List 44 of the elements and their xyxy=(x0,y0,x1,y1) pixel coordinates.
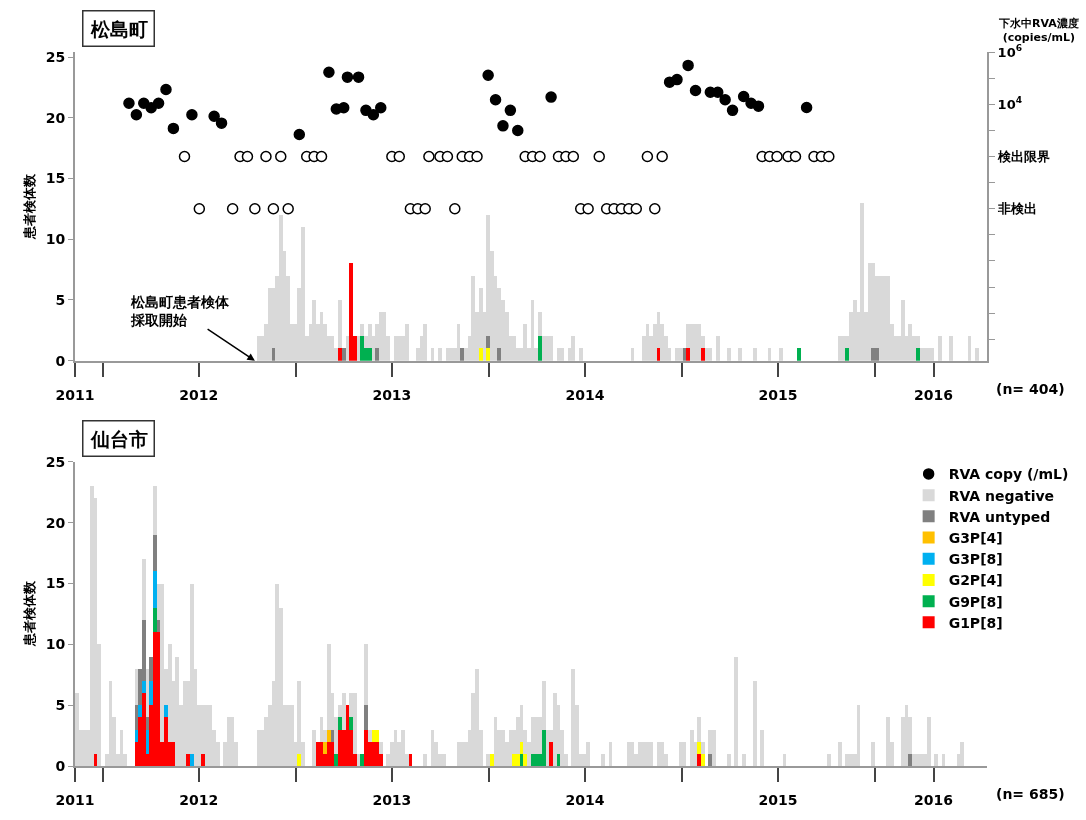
legend-label: RVA untyped xyxy=(948,508,1051,525)
x-tick-label: 2011 xyxy=(55,791,95,808)
y2-tick-label: 10$^{6}$ xyxy=(997,43,1023,60)
x-tick-label: 2014 xyxy=(565,791,605,808)
x-tick-label: 2011 xyxy=(55,386,95,403)
y-tick-label: 15 xyxy=(45,170,66,187)
legend-label: G3P[4] xyxy=(948,529,1003,546)
y-tick-label: 5 xyxy=(55,697,66,714)
x-tick-label: 2013 xyxy=(372,791,412,808)
y-tick-label: 20 xyxy=(45,514,66,531)
legend-label: G3P[8] xyxy=(948,551,1003,568)
x-tick-label: 2013 xyxy=(372,386,412,403)
chart-title: 仙台市 xyxy=(89,427,148,450)
x-tick-label: 2012 xyxy=(179,386,219,403)
x-tick-label: 2012 xyxy=(179,791,219,808)
legend-label: RVA copy (/mL) xyxy=(948,466,1069,483)
legend-label: RVA negative xyxy=(948,487,1055,504)
y-tick-label: 0 xyxy=(55,757,66,774)
y2-tick-label: 非検出 xyxy=(996,201,1037,217)
y-tick-label: 20 xyxy=(45,109,66,126)
y-tick-label: 10 xyxy=(45,636,66,653)
y-tick-label: 0 xyxy=(55,352,66,369)
x-tick-label: 2016 xyxy=(914,386,954,403)
y-tick-label: 25 xyxy=(45,48,66,65)
x-tick-label: 2014 xyxy=(565,386,605,403)
legend-label: G2P[4] xyxy=(948,572,1003,589)
x-tick-label: 2015 xyxy=(758,386,798,403)
text: (n= 404) xyxy=(996,381,1065,397)
chart-title: 松島町 xyxy=(89,17,148,40)
y2-tick-label: 10$^{4}$ xyxy=(997,95,1023,112)
y2-tick-label: 検出限界 xyxy=(996,149,1050,165)
y-axis-title: 患者検体数 xyxy=(22,580,38,648)
x-tick-label: 2015 xyxy=(758,791,798,808)
y-tick-label: 10 xyxy=(45,231,66,248)
legend-label: G9P[8] xyxy=(948,593,1003,610)
y-tick-label: 5 xyxy=(55,291,66,308)
legend-label: G1P[8] xyxy=(948,614,1003,631)
y-tick-label: 25 xyxy=(45,453,66,470)
annotation: 松島町患者検体採取開始 xyxy=(130,294,230,329)
x-tick-label: 2016 xyxy=(914,791,954,808)
text: (n= 685) xyxy=(996,786,1065,802)
y-tick-label: 15 xyxy=(45,575,66,592)
y-axis-title: 患者検体数 xyxy=(22,172,38,240)
y2-axis-title: 下水中RVA濃度 (copies/mL) xyxy=(998,17,1079,45)
